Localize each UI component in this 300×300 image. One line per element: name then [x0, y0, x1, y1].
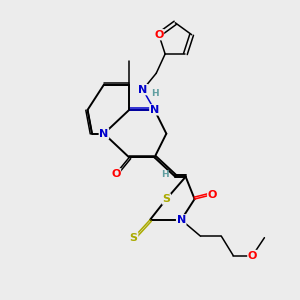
Text: H: H — [151, 89, 159, 98]
Text: O: O — [248, 250, 257, 260]
Text: H: H — [161, 170, 169, 179]
Text: O: O — [208, 190, 217, 200]
Text: O: O — [111, 169, 121, 179]
Text: S: S — [130, 233, 138, 243]
Text: N: N — [138, 85, 148, 94]
Text: N: N — [177, 215, 186, 225]
Text: O: O — [154, 30, 164, 40]
Text: N: N — [150, 105, 159, 115]
Text: S: S — [162, 194, 170, 204]
Text: N: N — [99, 129, 109, 139]
